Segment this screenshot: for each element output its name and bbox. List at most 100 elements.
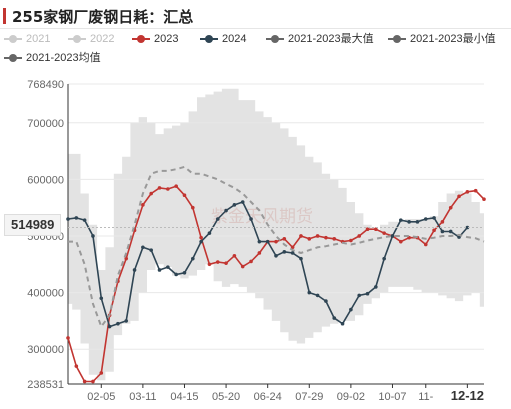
data-point [415,220,420,224]
x-tick-label: 07-29 [295,391,323,403]
data-point [224,208,228,213]
data-point [249,259,253,264]
title-accent-bar [3,8,6,24]
x-tick-label: 11- [418,391,433,403]
data-point [182,193,187,198]
legend-item-3[interactable]: 2023 [132,31,178,47]
hover-value-tag: 514989 [4,214,62,236]
x-tick-label: 05-20 [212,391,240,403]
data-point [240,200,245,204]
data-point [240,264,245,269]
data-point [448,205,453,210]
legend-item-4[interactable]: 2024 [200,31,246,47]
x-tick-label: 03-11 [129,391,156,403]
y-tick-label: 238531 [27,379,64,391]
data-point [257,251,262,255]
legend-label: 2021-2023均值 [26,52,101,64]
data-point [324,299,328,303]
data-point [357,234,362,238]
data-point [324,235,328,240]
data-point [232,254,237,258]
data-point [141,245,145,250]
data-point [448,229,453,234]
data-point [191,256,195,261]
data-point [290,245,295,250]
range-band-area [68,88,484,381]
legend-item-7[interactable]: 2021-2023均值 [4,50,101,66]
data-point [66,336,70,340]
x-tick-label: 02-05 [87,391,115,403]
data-point [166,187,170,191]
data-point [399,239,403,244]
data-point [207,231,212,235]
data-point [307,237,312,241]
data-point [66,217,70,221]
legend-item-6[interactable]: 2021-2023最小值 [388,31,496,47]
data-point [224,261,228,265]
data-point [432,216,436,220]
legend-label: 2021-2023最小值 [410,33,496,45]
legend-label: 2021 [26,33,51,45]
data-point [482,197,486,201]
watermark-text: 紫金天风期货 [211,207,313,227]
data-point [232,203,237,207]
legend-swatch-icon [266,34,284,44]
data-point [157,186,162,190]
data-point [307,290,312,295]
data-point [299,234,303,238]
data-point [290,251,295,255]
data-point [182,270,187,275]
y-tick-label: 600000 [27,174,64,186]
data-point [382,256,386,261]
data-point [174,184,178,188]
data-point [91,234,95,238]
data-point [149,248,153,252]
data-point [399,218,403,222]
legend-label: 2022 [90,33,115,45]
data-point [440,229,445,234]
y-tick-label: 768490 [27,79,64,91]
data-point [457,194,461,199]
x-tick-label: 04-15 [170,391,198,403]
data-point [207,262,212,267]
data-point [132,268,137,272]
y-tick-label: 400000 [27,288,64,300]
series-line-2021-2023均值 [68,165,485,328]
legend-item-2[interactable]: 2022 [68,31,114,47]
data-point [157,268,162,272]
data-point [473,188,478,193]
data-point [82,379,87,384]
data-point [315,234,320,238]
legend-swatch-icon [4,34,22,44]
data-point [390,234,395,238]
data-point [274,239,278,244]
data-point [340,321,345,326]
data-point [332,316,337,320]
data-point [465,190,470,194]
legend-item-5[interactable]: 2021-2023最大值 [266,31,374,47]
y-tick-label: 300000 [27,344,64,356]
x-tick-label: 06-24 [254,391,282,403]
legend-swatch-icon [200,34,218,44]
data-point [357,293,362,298]
title-divider [0,28,511,29]
data-point [382,231,386,235]
data-point [365,227,370,231]
data-point [149,191,153,196]
data-point [432,228,436,233]
data-point [141,203,145,207]
data-point [265,239,270,244]
legend-swatch-icon [132,34,150,44]
legend-label: 2024 [222,33,247,45]
data-point [99,296,104,301]
data-point [407,220,411,224]
data-point [349,238,353,243]
data-point [465,225,470,230]
chart-title: 255家钢厂废钢日耗：汇总 [12,8,194,26]
data-point [74,216,79,220]
legend-label: 2021-2023最大值 [288,33,374,45]
data-point [215,260,220,264]
legend-item-1[interactable]: 2021 [4,31,50,47]
data-point [91,379,95,384]
